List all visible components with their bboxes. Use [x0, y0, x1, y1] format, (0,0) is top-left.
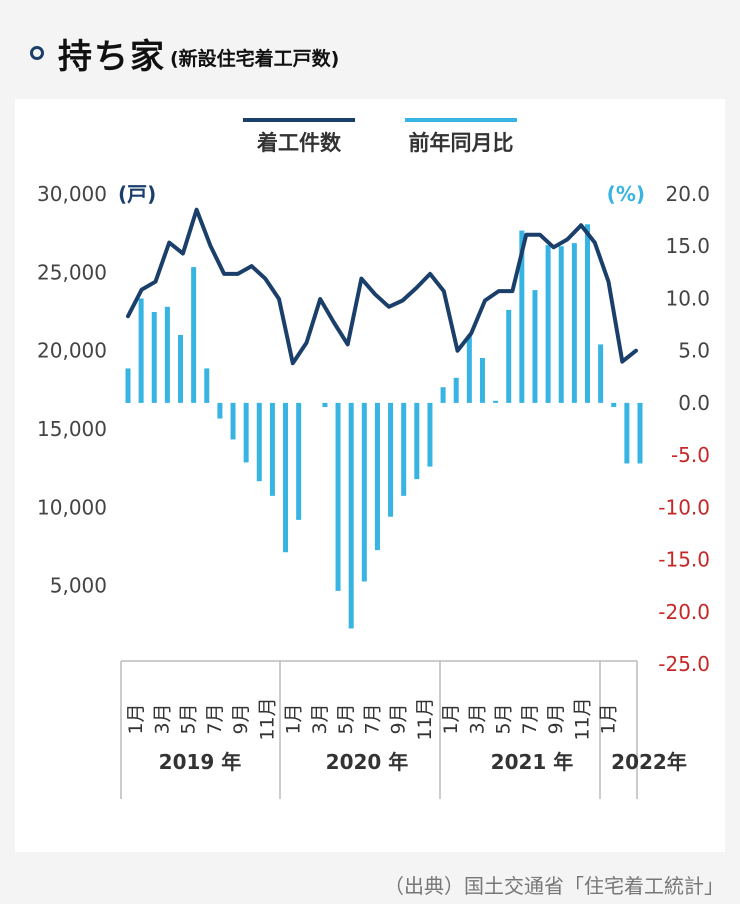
- x-year-label: 2020 年: [326, 750, 409, 774]
- bar: [427, 402, 433, 467]
- bar: [178, 335, 184, 403]
- x-year-label: 2022年: [611, 750, 687, 774]
- bar: [584, 224, 590, 403]
- x-tick-label: 1月: [440, 703, 462, 734]
- left-axis-unit: (戸): [118, 182, 156, 206]
- combo-chart: 着工件数 前年同月比 30,000 25,000 20,000 15,000 10,000 5…: [37, 118, 710, 799]
- right-tick-label: -10.0: [658, 495, 710, 519]
- left-tick-label: 15,000: [37, 417, 107, 441]
- x-year-label: 2019 年: [159, 750, 242, 774]
- bar: [296, 402, 302, 520]
- left-tick-label: 10,000: [37, 495, 107, 519]
- chart-title-row: 持ち家 (新設住宅着工戸数): [30, 28, 339, 78]
- bar: [191, 267, 197, 403]
- legend-swatch: [405, 118, 517, 122]
- x-tick-label: 5月: [178, 703, 200, 734]
- right-tick-label: 10.0: [665, 286, 710, 310]
- bar: [401, 402, 407, 496]
- right-tick-label: -20.0: [658, 600, 710, 624]
- bullet-ring-icon: [30, 46, 44, 60]
- bar: [322, 402, 328, 408]
- bar: [571, 243, 577, 403]
- right-tick-label: 20.0: [665, 182, 710, 206]
- bar: [151, 312, 157, 403]
- bar: [283, 402, 289, 553]
- x-tick-label: 11月: [414, 697, 436, 740]
- x-tick-label: 7月: [519, 703, 541, 734]
- bar: [637, 402, 643, 464]
- x-tick-label: 11月: [256, 697, 278, 740]
- chart-panel: 着工件数 前年同月比 30,000 25,000 20,000 15,000 10,000 5…: [15, 99, 725, 852]
- bar: [598, 344, 604, 403]
- bar: [558, 246, 564, 403]
- bar: [204, 368, 210, 403]
- x-tick-label: 9月: [388, 703, 410, 734]
- bar: [519, 230, 525, 403]
- bar: [479, 357, 485, 403]
- bar: [348, 402, 354, 629]
- right-tick-label: 15.0: [665, 234, 710, 258]
- bar: [335, 402, 341, 591]
- x-tick-label: 1月: [283, 703, 305, 734]
- legend-label: 着工件数: [256, 131, 342, 155]
- page-title: 持ち家: [58, 36, 166, 77]
- right-tick-label: -15.0: [658, 548, 710, 572]
- right-tick-label: -5.0: [671, 443, 710, 467]
- left-tick-label: 30,000: [37, 182, 107, 206]
- bar: [545, 245, 551, 403]
- source-note: （出典）国土交通省「住宅着工統計」: [384, 874, 724, 898]
- x-tick-label: 7月: [204, 703, 226, 734]
- legend-swatch: [243, 118, 355, 122]
- series-line: [126, 207, 638, 366]
- bar: [506, 309, 512, 403]
- bar: [164, 306, 170, 403]
- left-tick-label: 25,000: [37, 260, 107, 284]
- bar: [532, 290, 538, 403]
- bar: [256, 402, 262, 482]
- x-tick-label: 1月: [598, 703, 620, 734]
- legend-label: 前年同月比: [409, 131, 514, 155]
- bar: [230, 402, 236, 440]
- bar: [414, 402, 420, 480]
- right-tick-label: -25.0: [658, 652, 710, 676]
- bar: [361, 402, 367, 582]
- x-tick-label: 3月: [151, 703, 173, 734]
- bar: [374, 402, 380, 551]
- x-year-label: 2021 年: [491, 750, 574, 774]
- bar: [453, 377, 459, 403]
- right-tick-label: 5.0: [678, 339, 710, 363]
- bar: [217, 402, 223, 419]
- x-tick-label: 3月: [309, 703, 331, 734]
- bar: [611, 402, 617, 408]
- bar: [440, 387, 446, 403]
- x-tick-label: 5月: [335, 703, 357, 734]
- bar: [466, 335, 472, 403]
- x-tick-label: 9月: [230, 703, 252, 734]
- bar: [243, 402, 249, 463]
- x-tick-label: 11月: [571, 697, 593, 740]
- page-subtitle: (新設住宅着工戸数): [170, 47, 340, 70]
- x-tick-label: 3月: [466, 703, 488, 734]
- bar: [624, 402, 630, 464]
- left-tick-label: 20,000: [37, 339, 107, 363]
- right-axis-unit: (%): [607, 182, 645, 206]
- bar: [125, 368, 131, 403]
- x-tick-label: 5月: [493, 703, 515, 734]
- bar: [138, 298, 144, 403]
- left-tick-label: 5,000: [50, 574, 107, 598]
- right-tick-label: 0.0: [678, 391, 710, 415]
- bar: [388, 402, 394, 517]
- bar: [269, 402, 275, 496]
- bar: [493, 400, 499, 403]
- x-tick-label: 9月: [545, 703, 567, 734]
- x-tick-label: 7月: [361, 703, 383, 734]
- x-tick-label: 1月: [125, 703, 147, 734]
